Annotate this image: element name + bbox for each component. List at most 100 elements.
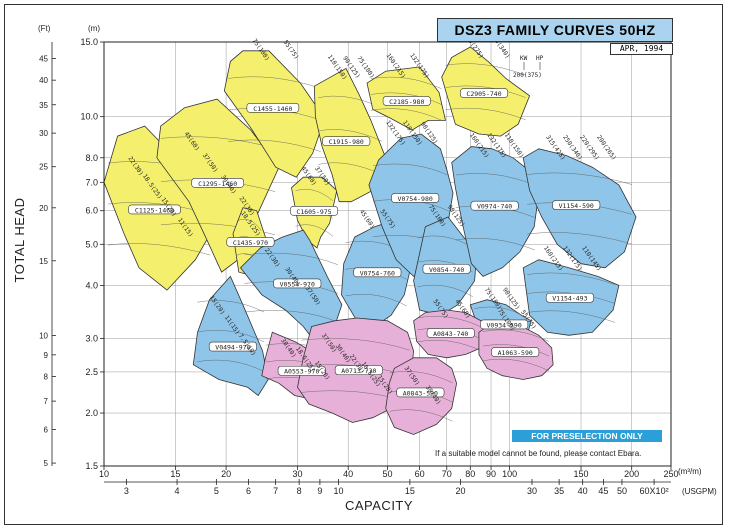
model-label-group: C1295-1460 xyxy=(191,178,244,188)
model-label-group: V0974-740 xyxy=(470,200,519,211)
model-label: A0843-740 xyxy=(433,330,468,338)
chart-title: DSZ3 FAMILY CURVES 50HZ xyxy=(437,18,673,42)
model-label-box xyxy=(491,347,540,357)
y-unit: (m) xyxy=(88,24,100,33)
head-curve xyxy=(445,85,526,98)
head-curve xyxy=(345,294,407,307)
ft-tick-label: 40 xyxy=(39,76,48,85)
model-label-group: A1063-590 xyxy=(491,347,540,357)
model-label: C2185-980 xyxy=(389,98,424,106)
model-label-group: V1154-493 xyxy=(545,292,594,303)
usgpm-tick-label: 4 xyxy=(175,486,180,496)
pump-polygons xyxy=(103,46,637,435)
y-axis-title-box: TOTAL HEAD xyxy=(12,198,27,283)
usgpm-tick-label: 6 xyxy=(246,486,251,496)
y-tick-label: 4.0 xyxy=(85,280,98,290)
head-curve xyxy=(455,238,535,251)
model-label-group: C2185-980 xyxy=(382,96,431,106)
usgpm-tick-label: 60X10² xyxy=(640,486,669,496)
y-tick-label: 8.0 xyxy=(85,153,98,163)
ft-tick-label: 45 xyxy=(39,54,48,63)
x-tick-label: 15 xyxy=(170,469,180,479)
model-label: C1605-975 xyxy=(296,208,331,216)
x-tick-label: 60 xyxy=(415,469,425,479)
model-label-box xyxy=(460,88,509,98)
usgpm-tick-label: 35 xyxy=(554,486,564,496)
model-label: C1435-970 xyxy=(233,239,268,247)
axis-ticks: 1.5 2.0 2.5 3.0 4.0 5.0 6.0 7.0 8.0 10.0 15.0 5 6 7 8 9… xyxy=(39,37,678,496)
head-curve xyxy=(370,76,442,89)
model-label: C1295-1460 xyxy=(198,180,237,188)
head-curve xyxy=(527,272,615,285)
model-label-box xyxy=(422,264,471,274)
ft-tick-label: 35 xyxy=(39,101,48,110)
y-tick-label: 5.0 xyxy=(85,239,98,249)
model-label: A0553-970 xyxy=(284,368,319,376)
head-curve xyxy=(389,409,453,422)
x-tick-label: 20 xyxy=(221,469,231,479)
model-label-box xyxy=(277,365,326,376)
model-label: A0713-730 xyxy=(341,367,376,375)
usgpm-tick-label: 9 xyxy=(317,486,322,496)
head-curve xyxy=(228,76,321,89)
ft-tick-label: 25 xyxy=(39,163,48,172)
x-tick-label: 150 xyxy=(574,469,589,479)
model-label-group: C1455-1460 xyxy=(246,103,300,113)
curve-region-v0494-970 xyxy=(192,275,269,397)
head-curve xyxy=(527,172,633,185)
x-tick-label: 200 xyxy=(624,469,639,479)
chart-frame xyxy=(4,4,723,525)
model-label-box xyxy=(191,178,244,188)
head-curve xyxy=(417,284,473,297)
model-label: A0843-590 xyxy=(403,389,438,397)
model-label-group: C1915-980 xyxy=(322,136,371,146)
model-label-box xyxy=(396,387,445,398)
head-curve xyxy=(295,224,333,237)
ft-tick-label: 20 xyxy=(39,204,48,213)
x-tick-label: 40 xyxy=(343,469,353,479)
kw-hp-key: KW HP 200(375) xyxy=(513,55,544,79)
x-unit: (m³/m) xyxy=(678,467,702,476)
head-curve xyxy=(244,310,338,323)
ft-tick-label: 30 xyxy=(39,129,48,138)
model-label-box xyxy=(480,319,529,330)
contact-note: If a suitable model cannot be found, ple… xyxy=(435,449,642,458)
model-label: V0974-740 xyxy=(477,203,512,211)
model-label-box xyxy=(391,193,440,203)
head-curve xyxy=(527,310,615,323)
model-label: V0934-590 xyxy=(487,321,522,329)
usgpm-tick-label: 40 xyxy=(578,486,588,496)
head-curve xyxy=(482,359,550,371)
model-label-box xyxy=(128,204,181,215)
head-curve xyxy=(527,232,633,245)
usgpm-tick-label: 20 xyxy=(456,486,466,496)
usgpm-tick-label: 45 xyxy=(598,486,608,496)
head-curve xyxy=(197,330,265,343)
usgpm-tick-label: 8 xyxy=(297,486,302,496)
y-secondary-unit: (Ft) xyxy=(38,24,51,33)
model-label: C1915-980 xyxy=(329,138,364,146)
ft-tick-label: 8 xyxy=(44,373,49,382)
ft-tick-label: 15 xyxy=(39,257,48,266)
model-label: A1063-590 xyxy=(498,349,533,357)
usgpm-tick-label: 7 xyxy=(273,486,278,496)
model-label: C1125-1460 xyxy=(135,206,174,214)
model-label-group: V0494-970 xyxy=(208,341,257,352)
model-label-group: A0843-590 xyxy=(396,387,445,398)
model-label-box xyxy=(246,103,300,113)
usgpm-tick-label: 30 xyxy=(527,486,537,496)
model-label: V0854-740 xyxy=(429,266,464,274)
head-curve xyxy=(455,173,535,186)
y-tick-label: 7.0 xyxy=(85,177,98,187)
model-label-group: V0754-760 xyxy=(353,267,402,277)
model-label-box xyxy=(545,292,594,303)
x-tick-label: 90 xyxy=(486,469,496,479)
usgpm-tick-label: 50 xyxy=(617,486,627,496)
x-tick-label: 70 xyxy=(442,469,452,479)
model-label-box xyxy=(290,206,339,216)
x-tick-label: 50 xyxy=(382,469,392,479)
y-tick-label: 1.5 xyxy=(85,461,98,471)
head-curve xyxy=(107,243,211,256)
model-label: V1154-590 xyxy=(559,202,594,210)
